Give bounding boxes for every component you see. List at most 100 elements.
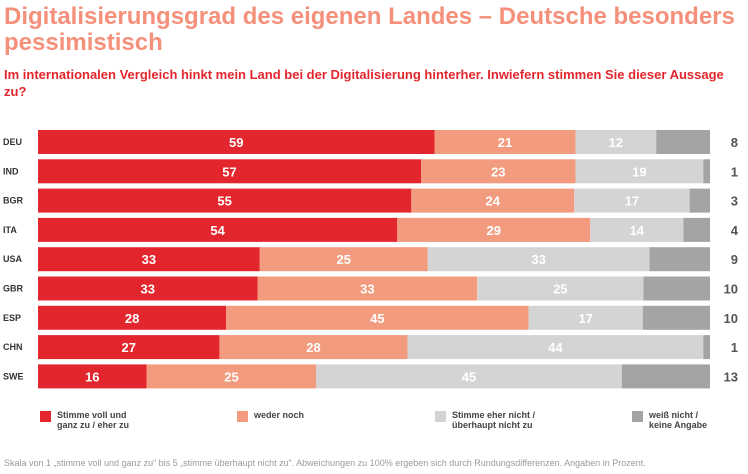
data-label-neutral-deu: 21 — [498, 135, 512, 150]
data-label-agree-usa: 33 — [142, 252, 156, 267]
bar-segment-disagree-deu — [575, 130, 657, 154]
data-label-unknown-chn: 1 — [731, 340, 738, 355]
data-label-agree-chn: 27 — [121, 340, 135, 355]
bar-segment-disagree-gbr — [477, 276, 644, 301]
bar-row-usa: USA 33 25 33 9 — [3, 247, 738, 272]
legend-swatch-agree — [40, 411, 51, 422]
bar-segment-unknown-bgr — [689, 188, 710, 213]
bar-segment-unknown-esp — [642, 305, 710, 330]
data-label-disagree-esp: 17 — [578, 311, 592, 326]
legend-label-agree: Stimme voll und ganz zu / eher zu — [57, 410, 130, 430]
bar-segment-neutral-swe — [146, 364, 317, 389]
bar-row-deu: DEU 59 21 12 8 — [3, 130, 738, 154]
data-label-agree-gbr: 33 — [141, 282, 155, 297]
legend-swatch-unknown — [632, 411, 643, 422]
bar-segment-disagree-chn — [407, 335, 704, 360]
legend-item-unknown: weiß nicht / keine Angabe — [632, 410, 707, 430]
bar-segment-unknown-usa — [649, 247, 710, 272]
bar-segment-agree-gbr — [38, 276, 258, 301]
legend-label-unknown: weiß nicht / keine Angabe — [649, 410, 708, 430]
legend: Stimme voll und ganz zu / eher zu weder … — [0, 410, 748, 440]
bar-segment-agree-ita — [38, 217, 398, 242]
bar-segment-neutral-deu — [434, 130, 576, 154]
bar-segment-neutral-gbr — [257, 276, 478, 301]
bar-segment-neutral-bgr — [411, 188, 575, 213]
data-label-disagree-ita: 14 — [630, 223, 645, 238]
category-label-swe: SWE — [3, 371, 24, 381]
bar-segment-neutral-ind — [421, 159, 576, 184]
bar-segment-disagree-esp — [528, 305, 643, 330]
data-label-neutral-gbr: 33 — [360, 282, 374, 297]
data-label-neutral-ind: 23 — [491, 164, 505, 179]
bar-segment-unknown-deu — [656, 130, 710, 154]
category-label-chn: CHN — [3, 342, 23, 352]
data-label-unknown-ita: 4 — [731, 223, 739, 238]
chart-subtitle: Im internationalen Vergleich hinkt mein … — [4, 67, 724, 99]
bar-segment-disagree-ind — [575, 159, 704, 184]
data-label-disagree-deu: 12 — [609, 135, 623, 150]
bar-row-chn: CHN 27 28 44 1 — [3, 335, 738, 360]
data-label-agree-ita: 54 — [210, 223, 225, 238]
data-label-neutral-esp: 45 — [370, 311, 384, 326]
data-label-disagree-usa: 33 — [531, 252, 545, 267]
category-label-esp: ESP — [3, 313, 21, 323]
bar-row-gbr: GBR 33 33 25 10 — [3, 276, 738, 301]
bar-segment-neutral-esp — [226, 305, 529, 330]
bar-segment-unknown-ind — [703, 159, 710, 184]
bar-row-ita: ITA 54 29 14 4 — [3, 217, 739, 242]
bar-segment-unknown-gbr — [643, 276, 710, 301]
data-label-agree-esp: 28 — [125, 311, 139, 326]
data-label-neutral-bgr: 24 — [486, 194, 501, 209]
category-label-ind: IND — [3, 166, 19, 176]
data-label-neutral-chn: 28 — [306, 340, 320, 355]
category-label-deu: DEU — [3, 137, 22, 147]
bar-row-bgr: BGR 55 24 17 3 — [3, 188, 738, 213]
category-label-usa: USA — [3, 254, 23, 264]
bar-segment-agree-usa — [38, 247, 260, 272]
category-label-gbr: GBR — [3, 284, 24, 294]
bar-segment-agree-deu — [38, 130, 435, 154]
data-label-unknown-deu: 8 — [731, 135, 738, 150]
chart-title: Digitalisierungsgrad des eigenen Landes … — [4, 3, 735, 56]
data-label-unknown-ind: 1 — [731, 164, 738, 179]
data-label-agree-deu: 59 — [229, 135, 243, 150]
data-label-neutral-ita: 29 — [487, 223, 501, 238]
bar-segment-neutral-chn — [219, 335, 408, 360]
bar-row-esp: ESP 28 45 17 10 — [3, 305, 738, 330]
legend-swatch-disagree — [435, 411, 446, 422]
bar-segment-agree-esp — [38, 305, 227, 330]
bar-segment-disagree-swe — [316, 364, 622, 389]
bar-segment-unknown-ita — [683, 217, 710, 242]
data-label-unknown-swe: 13 — [724, 369, 738, 384]
data-label-unknown-gbr: 10 — [724, 282, 738, 297]
bar-segment-agree-swe — [38, 364, 147, 389]
legend-item-agree: Stimme voll und ganz zu / eher zu — [40, 410, 129, 430]
data-label-agree-bgr: 55 — [217, 194, 231, 209]
data-label-unknown-esp: 10 — [724, 311, 738, 326]
data-label-disagree-gbr: 25 — [553, 282, 567, 297]
bar-segment-unknown-chn — [703, 335, 710, 360]
bar-row-ind: IND 57 23 19 1 — [3, 159, 738, 184]
footnote: Skala von 1 „stimme voll und ganz zu“ bi… — [4, 458, 646, 468]
legend-item-neutral: weder noch — [237, 410, 304, 422]
data-label-agree-swe: 16 — [85, 369, 99, 384]
legend-label-disagree: Stimme eher nicht / überhaupt nicht zu — [452, 410, 536, 430]
bar-segment-agree-bgr — [38, 188, 412, 213]
data-label-unknown-bgr: 3 — [731, 194, 738, 209]
data-label-unknown-usa: 9 — [731, 252, 738, 267]
bar-segment-unknown-swe — [621, 364, 710, 389]
bar-segment-disagree-bgr — [574, 188, 690, 213]
category-label-bgr: BGR — [3, 196, 24, 206]
data-label-neutral-usa: 25 — [337, 252, 351, 267]
category-label-ita: ITA — [3, 225, 17, 235]
bar-segment-disagree-usa — [427, 247, 650, 272]
data-label-disagree-swe: 45 — [462, 369, 476, 384]
legend-label-neutral: weder noch — [254, 410, 305, 420]
bar-row-swe: SWE 16 25 45 13 — [3, 364, 738, 389]
data-label-neutral-swe: 25 — [224, 369, 238, 384]
bar-segment-disagree-ita — [590, 217, 684, 242]
bar-segment-neutral-ita — [397, 217, 591, 242]
data-label-disagree-bgr: 17 — [625, 194, 639, 209]
legend-swatch-neutral — [237, 411, 248, 422]
